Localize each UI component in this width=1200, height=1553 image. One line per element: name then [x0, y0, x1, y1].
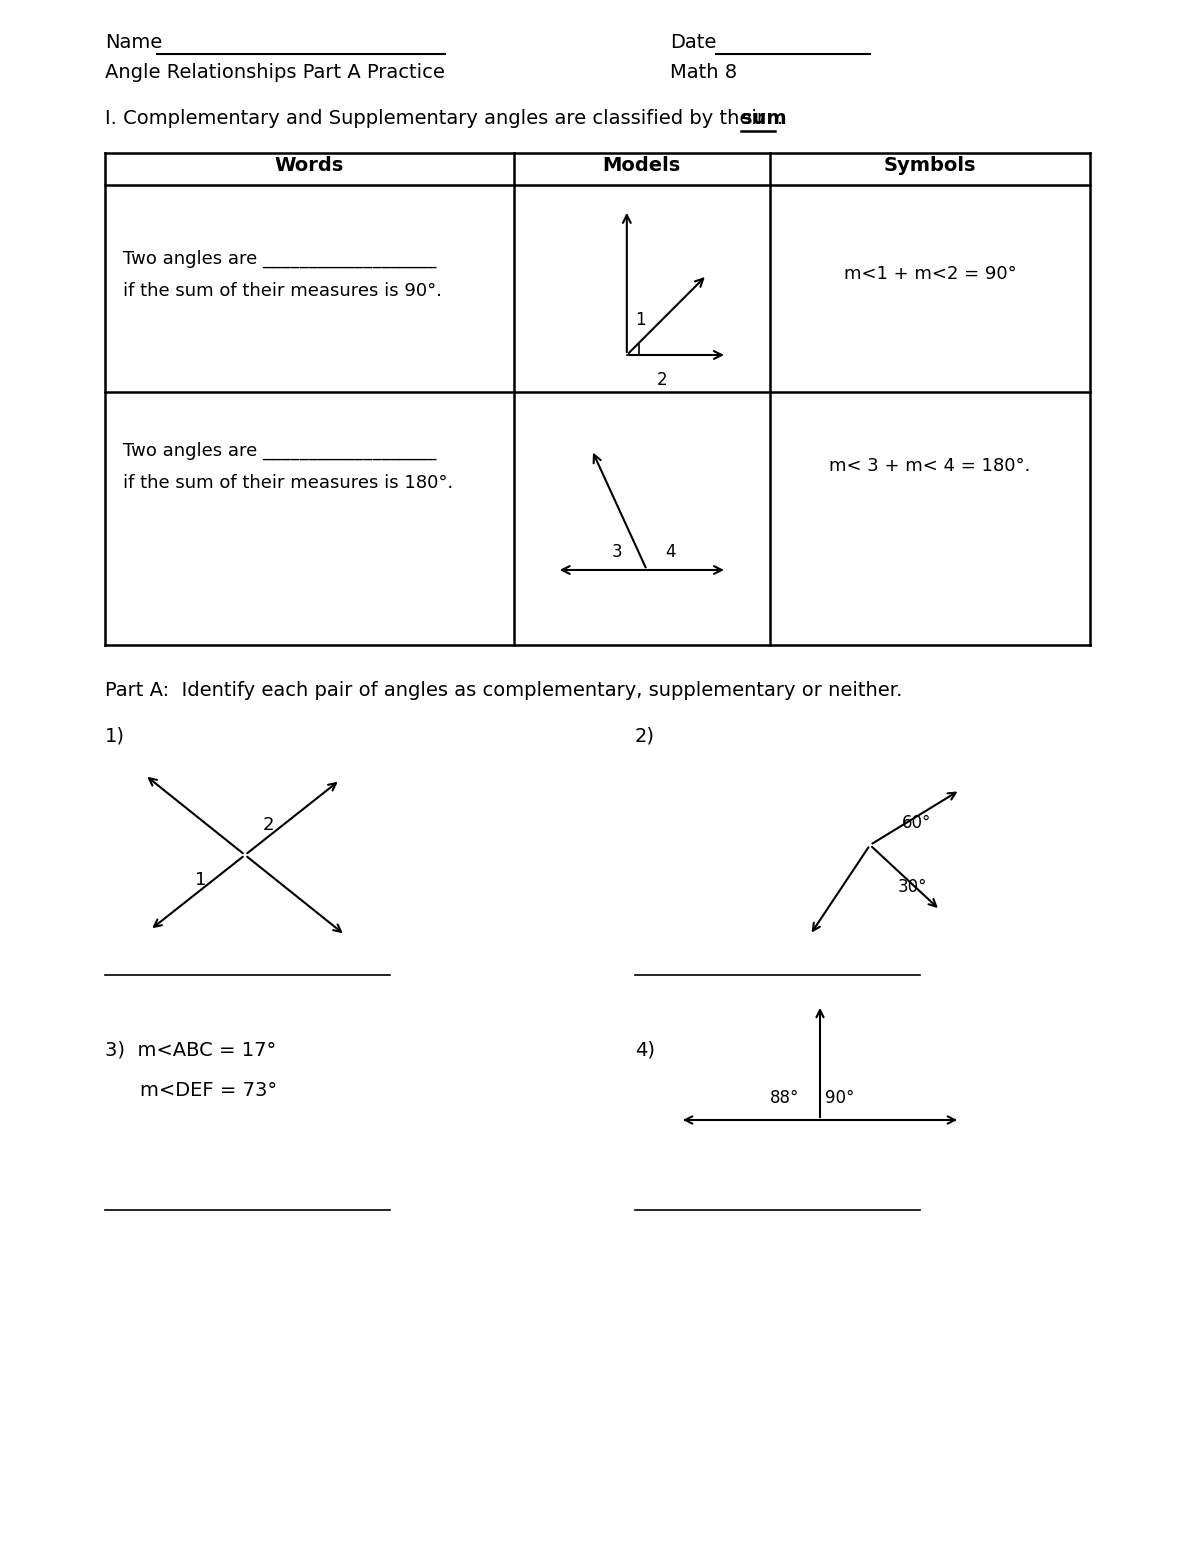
- Text: m< 3 + m< 4 = 180°.: m< 3 + m< 4 = 180°.: [829, 457, 1031, 475]
- Text: 3)  m<ABC = 17°: 3) m<ABC = 17°: [106, 1041, 276, 1061]
- Text: m<1 + m<2 = 90°: m<1 + m<2 = 90°: [844, 266, 1016, 283]
- Text: 1: 1: [194, 871, 206, 888]
- Text: Two angles are ___________________: Two angles are ___________________: [124, 441, 437, 460]
- Text: 30°: 30°: [898, 877, 928, 896]
- Text: sum: sum: [742, 109, 787, 127]
- Text: Words: Words: [275, 155, 344, 175]
- Text: 60°: 60°: [902, 814, 931, 832]
- Text: 1): 1): [106, 725, 125, 745]
- Text: 4: 4: [665, 544, 676, 561]
- Text: 3: 3: [612, 544, 623, 561]
- Text: 1: 1: [635, 311, 646, 329]
- Text: Date: Date: [670, 33, 716, 51]
- Text: 2): 2): [635, 725, 655, 745]
- Text: if the sum of their measures is 180°.: if the sum of their measures is 180°.: [124, 474, 454, 492]
- Text: Angle Relationships Part A Practice: Angle Relationships Part A Practice: [106, 64, 445, 82]
- Text: I. Complementary and Supplementary angles are classified by their: I. Complementary and Supplementary angle…: [106, 109, 772, 127]
- Text: 88°: 88°: [770, 1089, 799, 1107]
- Text: if the sum of their measures is 90°.: if the sum of their measures is 90°.: [124, 283, 442, 300]
- Text: Math 8: Math 8: [670, 64, 737, 82]
- Text: Two angles are ___________________: Two angles are ___________________: [124, 250, 437, 269]
- Text: Part A:  Identify each pair of angles as complementary, supplementary or neither: Part A: Identify each pair of angles as …: [106, 682, 902, 700]
- Text: m<DEF = 73°: m<DEF = 73°: [140, 1081, 277, 1100]
- Text: 90°: 90°: [826, 1089, 854, 1107]
- Text: 4): 4): [635, 1041, 655, 1061]
- Text: 2: 2: [263, 815, 275, 834]
- Text: Models: Models: [602, 155, 680, 175]
- Text: Symbols: Symbols: [883, 155, 976, 175]
- Text: Name: Name: [106, 33, 162, 51]
- Text: 2: 2: [656, 371, 667, 388]
- Text: .: .: [778, 109, 784, 127]
